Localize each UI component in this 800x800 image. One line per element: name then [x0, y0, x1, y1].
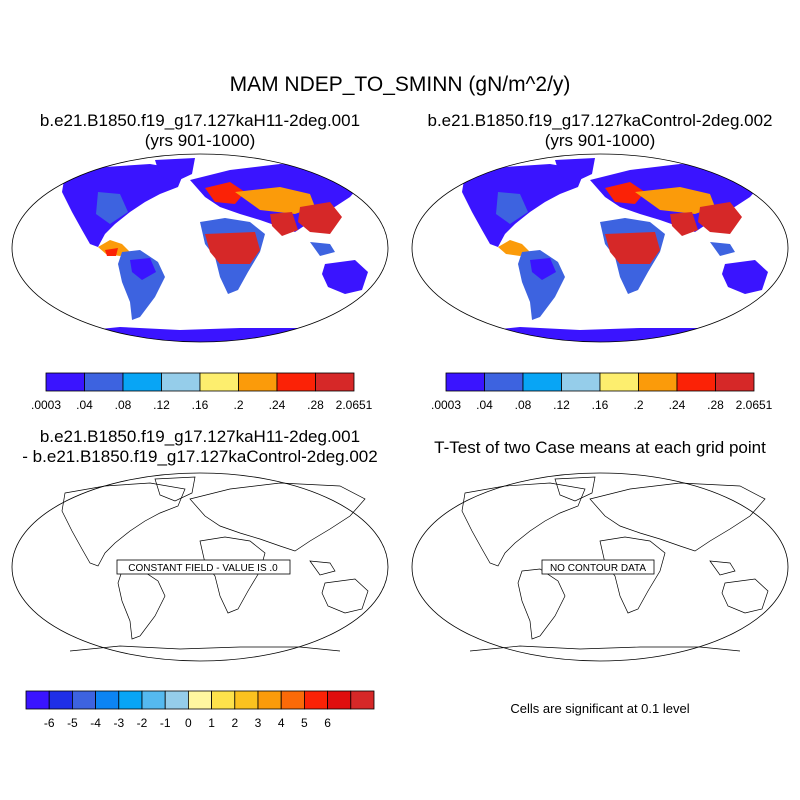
control-title-line2: (yrs 901-1000): [544, 131, 656, 150]
diff-map: CONSTANT FIELD - VALUE IS .0: [11, 472, 389, 662]
diff-colorbar-swatch: [257, 690, 282, 710]
diff-colorbar-swatch: [141, 690, 166, 710]
diff-colorbar-swatch: [234, 690, 259, 710]
control-colorbar-swatch: [638, 372, 678, 392]
control-colorbar-label: .24: [669, 398, 686, 412]
case-colorbar-swatch: [84, 372, 124, 392]
diff-colorbar-label: 3: [255, 716, 262, 730]
diff-colorbar-label: 2: [231, 716, 238, 730]
diff-colorbar-swatch: [48, 690, 73, 710]
control-colorbar-label: .2: [633, 398, 643, 412]
diff-colorbar-label: 4: [278, 716, 285, 730]
diff-message: CONSTANT FIELD - VALUE IS .0: [128, 563, 278, 574]
control-colorbar-swatch: [522, 372, 562, 392]
case-colorbar-label: .0003: [31, 398, 61, 412]
diff-colorbar-label: -1: [160, 716, 171, 730]
case-map: [11, 153, 389, 343]
case-colorbar-label: 2.0651: [336, 398, 373, 412]
control-title-line1: b.e21.B1850.f19_g17.127kaControl-2deg.00…: [427, 111, 773, 130]
diff-title-line1: b.e21.B1850.f19_g17.127kaH11-2deg.001: [39, 427, 361, 446]
diff-colorbar-swatch: [72, 690, 97, 710]
case-colorbar-label: .12: [153, 398, 170, 412]
case-colorbar-swatch: [122, 372, 162, 392]
control-colorbar-label: .28: [707, 398, 724, 412]
diff-colorbar-swatch: [280, 690, 305, 710]
ttest-map: NO CONTOUR DATA: [411, 472, 789, 662]
case-colorbar-swatch: [238, 372, 278, 392]
control-colorbar-swatch: [561, 372, 601, 392]
page-title: MAM NDEP_TO_SMINN (gN/m^2/y): [229, 73, 571, 96]
control-colorbar-label: .12: [553, 398, 570, 412]
control-colorbar-swatch: [484, 372, 524, 392]
case-colorbar-swatch: [199, 372, 239, 392]
control-colorbar-swatch: [445, 372, 485, 392]
diff-message-box: [116, 559, 291, 575]
diff-colorbar-swatch: [303, 690, 328, 710]
case-colorbar-label: .28: [307, 398, 324, 412]
significance-note: Cells are significant at 0.1 level: [510, 701, 690, 716]
diff-colorbar: -6 -5 -4 -3 -2 -1 0 1 2 3 4 5 6: [25, 690, 375, 730]
diff-colorbar-label: 1: [208, 716, 215, 730]
diff-panel-title: b.e21.B1850.f19_g17.127kaH11-2deg.001 - …: [0, 427, 400, 467]
diff-colorbar-swatch: [350, 690, 375, 710]
ttest-message-box: [541, 559, 655, 575]
ttest-panel-title: T-Test of two Case means at each grid po…: [400, 438, 800, 458]
diff-colorbar-label: -4: [90, 716, 101, 730]
diff-colorbar-label: 5: [301, 716, 308, 730]
case-colorbar-swatch: [161, 372, 201, 392]
diff-colorbar-swatch: [25, 690, 50, 710]
control-colorbar: .0003 .04 .08 .12 .16 .2 .24 .28 2.0651: [431, 372, 773, 412]
case-colorbar-swatch: [276, 372, 316, 392]
diff-colorbar-label: -3: [113, 716, 124, 730]
control-colorbar-swatch: [715, 372, 755, 392]
control-colorbar-swatch: [599, 372, 639, 392]
diff-colorbar-swatch: [95, 690, 120, 710]
case-colorbar-label: .16: [192, 398, 209, 412]
diff-colorbar-label: -2: [137, 716, 148, 730]
control-map: [411, 153, 789, 343]
case-colorbar-swatch: [315, 372, 355, 392]
diff-colorbar-label: 6: [324, 716, 331, 730]
control-colorbar-label: .04: [476, 398, 493, 412]
diff-colorbar-label: -5: [67, 716, 78, 730]
control-colorbar-label: .0003: [431, 398, 461, 412]
case-colorbar: .0003 .04 .08 .12 .16 .2 .24 .28 2.0651: [31, 372, 373, 412]
case-colorbar-label: .04: [76, 398, 93, 412]
diff-colorbar-swatch: [118, 690, 143, 710]
ttest-title-line1: T-Test of two Case means at each grid po…: [434, 438, 766, 457]
diff-colorbar-swatch: [187, 690, 212, 710]
ttest-message: NO CONTOUR DATA: [550, 563, 646, 574]
control-colorbar-swatch: [676, 372, 716, 392]
control-colorbar-label: .16: [592, 398, 609, 412]
case-title-line1: b.e21.B1850.f19_g17.127kaH11-2deg.001: [39, 111, 361, 130]
diff-colorbar-label: -6: [44, 716, 55, 730]
case-title-line2: (yrs 901-1000): [144, 131, 256, 150]
case-colorbar-label: .24: [269, 398, 286, 412]
case-colorbar-label: .2: [233, 398, 243, 412]
control-colorbar-label: .08: [515, 398, 532, 412]
control-colorbar-label: 2.0651: [736, 398, 773, 412]
case-colorbar-label: .08: [115, 398, 132, 412]
case-panel-title: b.e21.B1850.f19_g17.127kaH11-2deg.001 (y…: [0, 111, 400, 151]
diff-colorbar-swatch: [327, 690, 352, 710]
diff-title-line2: - b.e21.B1850.f19_g17.127kaControl-2deg.…: [22, 447, 378, 466]
diff-colorbar-swatch: [211, 690, 236, 710]
case-colorbar-swatch: [45, 372, 85, 392]
control-panel-title: b.e21.B1850.f19_g17.127kaControl-2deg.00…: [400, 111, 800, 151]
diff-colorbar-label: 0: [185, 716, 192, 730]
diff-colorbar-swatch: [164, 690, 189, 710]
